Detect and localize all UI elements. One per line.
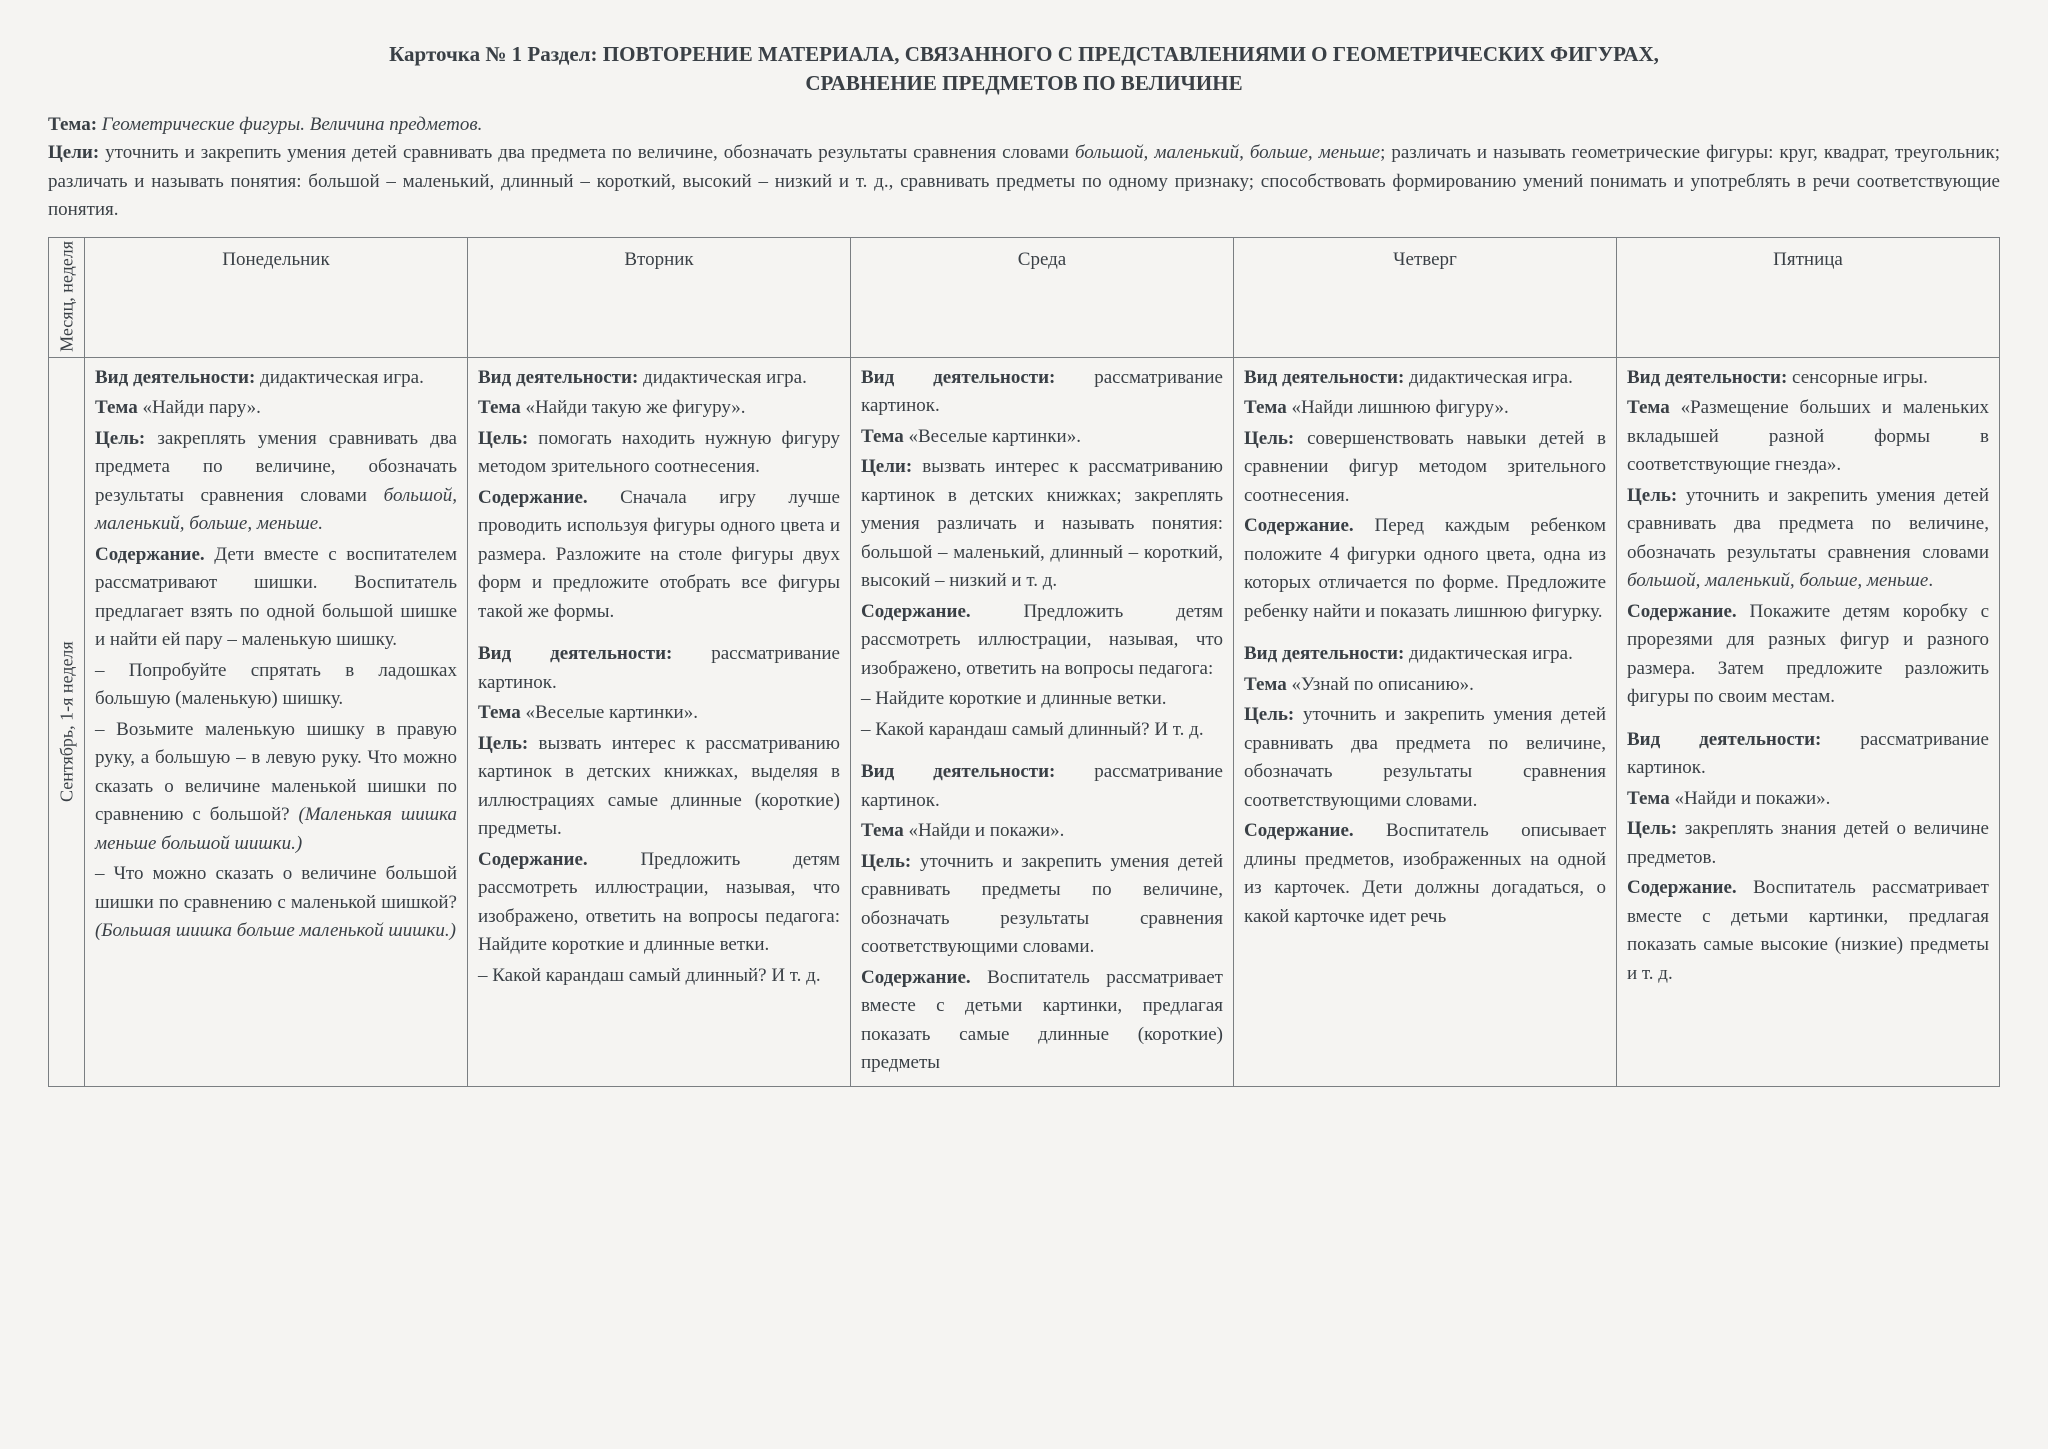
cell-fri-content: Вид деятельности: сенсорные игры.Тема «Р…: [1627, 364, 1989, 989]
side-row-label: Сентябрь, 1-я неделя: [49, 357, 85, 1086]
cell-fri: Вид деятельности: сенсорные игры.Тема «Р…: [1617, 357, 2000, 1086]
day-header-wed: Среда: [851, 237, 1234, 357]
card-title: Карточка № 1 Раздел: ПОВТОРЕНИЕ МАТЕРИАЛ…: [48, 40, 2000, 99]
cell-mon-content: Вид деятельности: дидактическая игра.Тем…: [95, 364, 457, 946]
goals-text: уточнить и закрепить умения детей сравни…: [48, 142, 2000, 220]
day-header-tue: Вторник: [468, 237, 851, 357]
cell-wed: Вид деятельности: рассматривание картино…: [851, 357, 1234, 1086]
card-title-line1: Карточка № 1 Раздел: ПОВТОРЕНИЕ МАТЕРИАЛ…: [48, 40, 2000, 69]
card-title-line2: СРАВНЕНИЕ ПРЕДМЕТОВ ПО ВЕЛИЧИНЕ: [48, 69, 2000, 98]
cell-tue: Вид деятельности: дидактическая игра.Тем…: [468, 357, 851, 1086]
cell-tue-content: Вид деятельности: дидактическая игра.Тем…: [478, 364, 840, 991]
table-header-row: Месяц, неделя Понедельник Вторник Среда …: [49, 237, 2000, 357]
day-header-fri: Пятница: [1617, 237, 2000, 357]
theme-label: Тема:: [48, 114, 102, 135]
schedule-table: Месяц, неделя Понедельник Вторник Среда …: [48, 237, 2000, 1087]
goals-label: Цели:: [48, 142, 105, 163]
intro-block: Тема: Геометрические фигуры. Величина пр…: [48, 111, 2000, 225]
day-header-mon: Понедельник: [85, 237, 468, 357]
theme-value: Геометрические фигуры. Величина предмето…: [102, 114, 483, 135]
table-row: Сентябрь, 1-я неделя Вид деятельности: д…: [49, 357, 2000, 1086]
cell-mon: Вид деятельности: дидактическая игра.Тем…: [85, 357, 468, 1086]
cell-thu: Вид деятельности: дидактическая игра.Тем…: [1234, 357, 1617, 1086]
cell-wed-content: Вид деятельности: рассматривание картино…: [861, 364, 1223, 1078]
cell-thu-content: Вид деятельности: дидактическая игра.Тем…: [1244, 364, 1606, 932]
side-header: Месяц, неделя: [49, 237, 85, 357]
day-header-thu: Четверг: [1234, 237, 1617, 357]
